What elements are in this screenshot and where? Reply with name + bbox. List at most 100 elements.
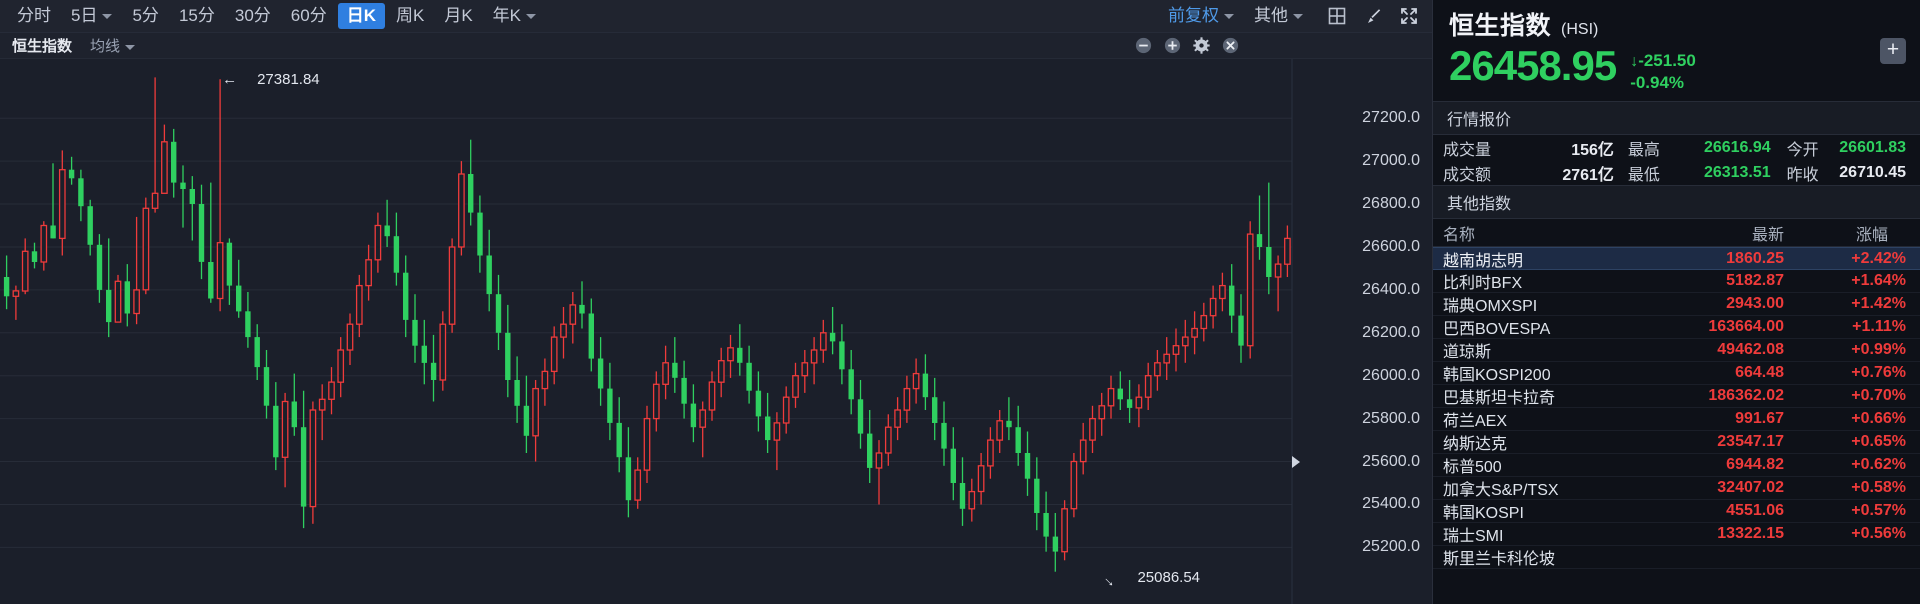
index-name: 比利时BFX [1443,275,1523,292]
adjust-label: 前复权 [1168,6,1219,25]
indices-list[interactable]: 越南胡志明 1860.25 +2.42% 比利时BFX 5182.87 +1.64% 瑞典O… [1433,247,1920,604]
index-change-pct: +1.11% [1852,318,1906,335]
table-row[interactable]: 荷兰AEX 991.67 +0.66% [1433,408,1920,431]
arrow-down-icon: ↓ [1630,53,1639,70]
index-last-price: 186362.02 [1708,387,1784,404]
other-dropdown[interactable]: 其他 [1245,3,1312,29]
index-change-pct: +0.70% [1851,387,1906,404]
index-last-price: 4551.06 [1726,502,1784,519]
table-row[interactable]: 韩国KOSPI 4551.06 +0.57% [1433,500,1920,523]
period-tab-label: 5分 [132,6,159,25]
table-row[interactable]: 巴基斯坦卡拉奇 186362.02 +0.70% [1433,385,1920,408]
period-tab-label: 15分 [178,6,215,25]
index-name: 斯里兰卡科伦坡 [1443,551,1556,568]
zoom-in-icon[interactable] [1163,36,1182,55]
ma-indicator-dropdown[interactable]: 均线 [90,35,136,56]
zoom-out-icon[interactable] [1134,36,1153,55]
table-row[interactable]: 加拿大S&P/TSX 32407.02 +0.58% [1433,477,1920,500]
period-tab-4[interactable]: 30分 [226,3,280,29]
index-change-pct: +0.66% [1851,410,1906,427]
table-row[interactable]: 越南胡志明 1860.25 +2.42% [1433,247,1920,270]
index-name: 标普500 [1443,459,1502,476]
period-tab-group: 分时 5日 5分 15分 30分 60分 日K 周K 月K 年K [8,3,547,29]
quote-stat-value: 26616.94 [1703,138,1771,156]
quote-stat-value: 156亿 [1571,141,1614,159]
index-change-pct: +0.99% [1851,341,1906,358]
quote-stat-value: 2761亿 [1562,166,1614,184]
column-header-name: 名称 [1443,226,1476,244]
quote-header: 恒生指数 (HSI) 26458.95 ↓-251.50 -0.94% + [1433,0,1920,101]
grid-icon[interactable] [1324,3,1350,29]
quote-stat-row: 成交额 2761亿 最低 26313.51 昨收 26710.45 [1443,160,1910,185]
period-tab-6[interactable]: 日K [337,3,385,29]
chevron-down-icon [1293,14,1303,20]
index-change-pct: +0.56% [1851,525,1906,542]
column-header-change[interactable]: 涨幅 [1784,221,1910,245]
index-last-price: 991.67 [1735,410,1784,427]
table-row[interactable]: 比利时BFX 5182.87 +1.64% [1433,270,1920,293]
table-row[interactable]: 标普500 6944.82 +0.62% [1433,454,1920,477]
period-tab-5[interactable]: 60分 [282,3,336,29]
table-row[interactable]: 巴西BOVESPA 163664.00 +1.11% [1433,316,1920,339]
index-last-price: 23547.17 [1717,433,1784,450]
close-icon[interactable] [1221,36,1240,55]
index-change-pct: +1.64% [1851,272,1906,289]
table-row[interactable]: 韩国KOSPI200 664.48 +0.76% [1433,362,1920,385]
low-price-annotation: ← 25086.54 [1096,568,1201,595]
index-change-pct: +0.76% [1851,364,1906,381]
index-last-price: 32407.02 [1717,479,1784,496]
fullscreen-icon[interactable] [1396,3,1422,29]
table-row[interactable]: 瑞典OMXSPI 2943.00 +1.42% [1433,293,1920,316]
index-name: 道琼斯 [1443,344,1492,361]
quote-code: (HSI) [1561,21,1599,38]
table-row[interactable]: 道琼斯 49462.08 +0.99% [1433,339,1920,362]
index-name: 瑞士SMI [1443,528,1504,545]
adjust-dropdown[interactable]: 前复权 [1159,3,1243,29]
column-header-last[interactable]: 最新 [1751,226,1784,244]
index-last-price: 163664.00 [1708,318,1784,335]
index-last-price: 1860.25 [1726,249,1784,267]
chevron-down-icon [125,44,136,50]
period-tab-3[interactable]: 15分 [170,3,224,29]
period-tab-label: 60分 [290,6,327,25]
period-tab-1[interactable]: 5日 [62,3,121,29]
candlestick-plot[interactable]: 27200.0 27000.0 26800.0 26600.0 26400.0 26200… [0,59,1432,604]
candlestick-svg [0,59,1293,604]
table-row[interactable]: 纳斯达克 23547.17 +0.65% [1433,431,1920,454]
index-name: 瑞典OMXSPI [1443,298,1538,315]
period-tab-8[interactable]: 月K [435,3,481,29]
table-row[interactable]: 斯里兰卡科伦坡 [1433,546,1920,569]
index-last-price: 49462.08 [1717,341,1784,358]
section-title-quote: 行情报价 [1433,101,1920,135]
index-last-price: 13322.15 [1717,525,1784,542]
index-change-pct: +0.65% [1851,433,1906,450]
index-name: 荷兰AEX [1443,413,1508,430]
period-tab-7[interactable]: 周K [387,3,433,29]
quote-stat-value: 26710.45 [1839,163,1906,181]
table-row[interactable]: 瑞士SMI 13322.15 +0.56% [1433,523,1920,546]
settings-icon[interactable] [1192,36,1211,55]
index-last-price: 5182.87 [1726,272,1784,289]
quote-change-value: -251.50 [1638,51,1696,70]
quote-price-row: 26458.95 ↓-251.50 -0.94% [1449,43,1906,93]
period-tab-0[interactable]: 分时 [8,3,60,29]
indices-table-header: 名称 最新 涨幅 [1433,219,1920,247]
index-last-price: 2943.00 [1726,295,1784,312]
quote-stat-label: 最高 [1627,141,1660,159]
index-name: 纳斯达克 [1443,436,1508,453]
brush-icon[interactable] [1360,3,1386,29]
quote-stat-label: 今开 [1786,141,1819,159]
period-tab-2[interactable]: 5分 [123,3,167,29]
add-to-watchlist-button[interactable]: + [1880,38,1906,64]
quote-change-pct: -0.94% [1630,73,1685,92]
quote-stat-label: 昨收 [1786,166,1819,184]
index-change-pct: +2.42% [1851,249,1906,267]
index-name: 巴基斯坦卡拉奇 [1443,390,1556,407]
index-name: 越南胡志明 [1443,252,1524,270]
period-tab-9[interactable]: 年K [484,3,545,29]
index-name: 韩国KOSPI [1443,505,1524,522]
quote-stat-label: 成交量 [1443,141,1492,159]
column-header-change-label: 涨幅 [1855,226,1888,244]
index-change-pct: +1.42% [1851,295,1906,312]
